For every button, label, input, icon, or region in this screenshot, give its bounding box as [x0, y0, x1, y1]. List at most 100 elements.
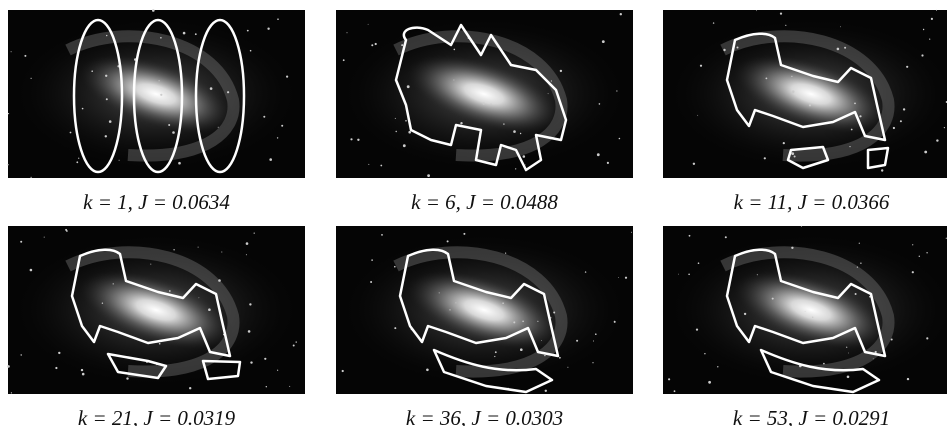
caption: k = 53, J = 0.0291: [733, 406, 890, 426]
star: [891, 339, 893, 341]
star: [625, 277, 627, 279]
star: [794, 156, 796, 158]
star: [380, 165, 382, 167]
star: [246, 254, 247, 255]
star: [766, 78, 768, 80]
star: [855, 293, 857, 295]
star: [221, 252, 222, 253]
star: [812, 317, 814, 319]
star: [160, 94, 162, 96]
star: [551, 80, 552, 81]
caption: k = 6, J = 0.0488: [411, 190, 558, 214]
star: [844, 47, 846, 49]
star: [620, 13, 622, 15]
star: [24, 55, 26, 57]
star: [903, 108, 905, 110]
star: [102, 303, 103, 304]
star: [857, 267, 858, 268]
star: [936, 139, 938, 141]
star: [395, 118, 396, 119]
star: [697, 115, 698, 116]
star: [269, 158, 272, 161]
star: [172, 131, 175, 134]
star: [218, 279, 221, 282]
star: [717, 366, 718, 367]
star: [678, 274, 679, 275]
star: [545, 390, 547, 392]
star: [82, 108, 84, 110]
star: [849, 146, 850, 147]
star: [357, 139, 359, 141]
star: [296, 341, 297, 342]
star: [152, 9, 155, 12]
star: [210, 87, 213, 90]
star: [455, 302, 456, 303]
star: [246, 242, 249, 245]
star: [520, 348, 523, 351]
panel: [6, 226, 306, 394]
star: [173, 249, 174, 250]
star: [737, 47, 739, 49]
star: [881, 169, 883, 171]
star: [936, 10, 937, 11]
star: [792, 90, 795, 93]
star: [520, 133, 521, 134]
caption: k = 1, J = 0.0634: [83, 190, 230, 214]
star: [674, 390, 676, 392]
star: [401, 44, 403, 46]
star: [503, 123, 504, 124]
panel: [661, 226, 947, 394]
star: [848, 353, 849, 354]
star: [919, 256, 920, 257]
star: [183, 32, 186, 35]
star: [169, 290, 171, 292]
star: [109, 120, 112, 123]
star: [168, 124, 170, 126]
star: [460, 122, 462, 124]
star: [757, 274, 758, 275]
star: [277, 137, 278, 138]
star: [513, 321, 515, 323]
star: [505, 253, 506, 254]
star: [343, 59, 345, 61]
caption: k = 36, J = 0.0303: [406, 406, 563, 426]
star: [585, 271, 586, 272]
star: [289, 386, 290, 387]
star: [490, 103, 492, 105]
star: [266, 386, 267, 387]
star: [250, 361, 252, 363]
star: [82, 373, 85, 376]
caption: k = 11, J = 0.0366: [734, 190, 890, 214]
star: [30, 269, 33, 272]
star: [744, 313, 746, 315]
star: [105, 135, 107, 137]
star: [593, 341, 594, 342]
star: [923, 29, 924, 30]
star: [553, 312, 555, 314]
star: [159, 80, 160, 81]
star: [494, 356, 495, 357]
star: [371, 259, 373, 261]
star: [809, 104, 811, 106]
star: [150, 264, 151, 265]
star: [688, 274, 690, 276]
star: [614, 321, 616, 323]
star: [31, 177, 32, 178]
star: [873, 358, 874, 359]
star: [11, 51, 12, 52]
star: [944, 127, 945, 128]
star: [394, 266, 396, 268]
star: [159, 343, 161, 345]
star: [693, 163, 695, 165]
star: [900, 120, 902, 122]
star: [893, 127, 895, 129]
star: [248, 330, 251, 333]
star: [126, 377, 128, 379]
star: [595, 333, 597, 335]
star: [286, 76, 288, 78]
panel: [334, 10, 634, 178]
star: [394, 327, 396, 329]
star: [576, 340, 578, 342]
star: [631, 232, 632, 233]
star: [208, 308, 211, 311]
